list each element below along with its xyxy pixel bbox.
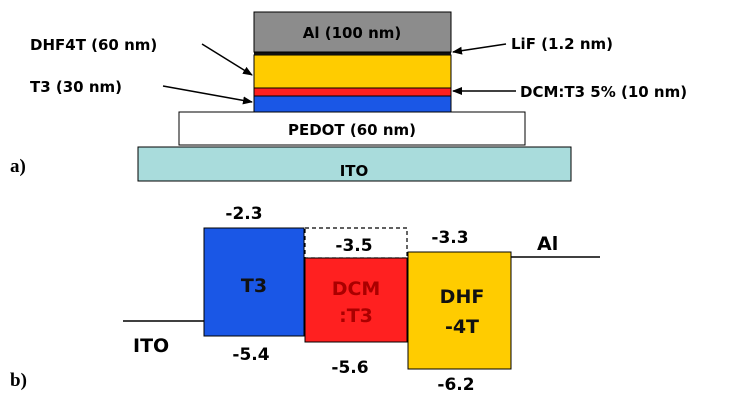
dcm-callout-label: DCM:T3 5% (10 nm) [520, 83, 687, 101]
device-stack: ITO PEDOT (60 nm) Al (100 nm) [137, 11, 572, 182]
t3-callout-label: T3 (30 nm) [30, 78, 122, 96]
lif-callout-label: LiF (1.2 nm) [511, 35, 613, 53]
dcm-homo-value: -5.6 [331, 358, 368, 378]
lif-callout-arrow [452, 43, 507, 55]
al-level-label: Al [537, 233, 558, 255]
dhf4t-block-label-line1: DHF [440, 286, 485, 308]
dhf4t-block-label-line2: -4T [445, 316, 479, 338]
panel-a-label: a) [10, 156, 26, 177]
ito-layer [137, 146, 572, 182]
al-layer [253, 11, 452, 53]
dcm-block-label-line1: DCM [332, 278, 381, 300]
dcm-layer [253, 87, 452, 97]
dhf4t-lumo-value: -3.3 [431, 228, 468, 248]
ito-level-label: ITO [133, 335, 169, 357]
panel-b-label: b) [10, 370, 27, 391]
t3-layer [253, 95, 452, 113]
t3-callout-arrow [162, 85, 253, 105]
dhf4t-homo-value: -6.2 [437, 375, 474, 393]
dcm-lumo-value: -3.5 [335, 236, 372, 256]
lif-layer [254, 51, 451, 55]
t3-lumo-value: -2.3 [225, 204, 262, 224]
t3-block-label: T3 [241, 275, 267, 297]
layer-callouts: DHF4T (60 nm) T3 (30 nm) LiF (1.2 nm) DC… [30, 35, 687, 105]
dhf4t-callout-arrow [201, 43, 253, 76]
pedot-layer [178, 111, 526, 146]
dcm-block-label-line2: :T3 [339, 305, 373, 327]
dhf4t-block [407, 251, 512, 370]
dhf4t-layer [253, 54, 452, 89]
t3-homo-value: -5.4 [232, 345, 269, 365]
ito-layer-label: ITO [340, 162, 369, 180]
t3-block [203, 227, 305, 337]
pedot-layer-label: PEDOT (60 nm) [288, 121, 416, 139]
al-layer-label: Al (100 nm) [303, 24, 402, 42]
dhf4t-callout-label: DHF4T (60 nm) [30, 36, 157, 54]
energy-diagram: ITO Al T3 -2.3 -5.4 DCM :T3 -3.5 -5.6 DH… [123, 204, 600, 393]
dcm-block [304, 257, 408, 343]
